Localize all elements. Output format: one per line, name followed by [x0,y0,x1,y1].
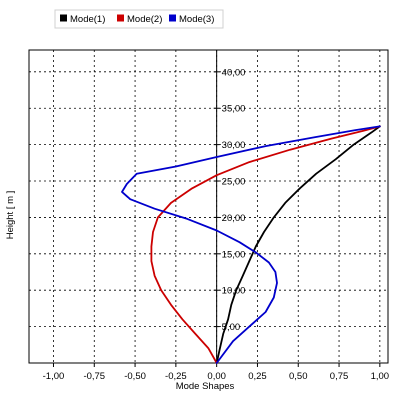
series-line-mode-1 [215,125,381,364]
legend-swatch-mode-1 [60,14,67,22]
plot-area: -1,00 -0,75 -0,50 -0,25 0,00 0,25 0,50 0,75 1,00… [28,49,390,382]
plot-frame [28,49,389,364]
y-tick-label: 35,00 [222,104,246,115]
y-tick-label: 25,00 [222,177,246,188]
legend-label-mode-2: Mode(2) [127,14,162,25]
series-line-mode-2 [150,125,381,364]
x-tick-label: 0,00 [207,371,226,382]
y-tick-label: 15,00 [222,249,246,260]
legend-swatch-mode-2 [117,14,124,22]
x-tick-label: -0,75 [83,371,105,382]
x-tick-label: 0,50 [289,371,308,382]
x-axis-title: Mode Shapes [176,381,235,392]
y-axis-title: Height [ m ] [5,191,16,240]
y-tick-label: 10,00 [222,286,246,297]
legend-label-mode-3: Mode(3) [179,14,214,25]
y-tick-label: 5,00 [222,322,241,333]
x-tick-label: 0,25 [248,371,267,382]
x-tick-label: -0,25 [165,371,187,382]
x-tick-label: -1,00 [43,371,65,382]
x-tick-label: -0,50 [124,371,146,382]
legend-label-mode-1: Mode(1) [70,14,105,25]
x-tick-label: 0,75 [330,371,349,382]
legend-swatch-mode-3 [169,14,176,22]
y-tick-label: 40,00 [222,67,246,78]
x-tick-label: 1,00 [371,371,390,382]
y-tick-label: 20,00 [222,213,246,224]
y-tick-label: 30,00 [222,140,246,151]
chart-legend: Mode(1) Mode(2) Mode(3) [54,9,224,29]
series-line-mode-3 [121,125,381,364]
legend-frame [54,9,224,29]
